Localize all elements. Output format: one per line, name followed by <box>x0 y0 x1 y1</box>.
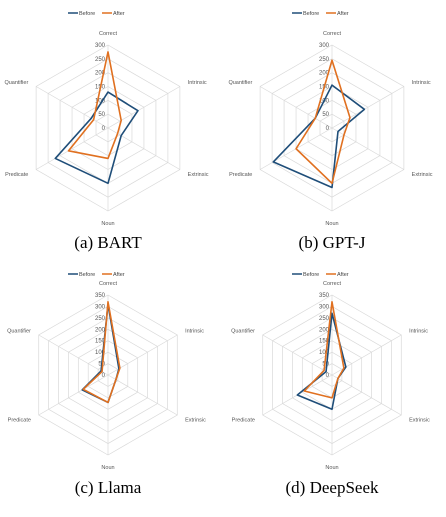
tick-label: 200 <box>319 327 330 333</box>
tick-label: 250 <box>95 57 106 63</box>
series-after-line <box>295 59 351 185</box>
tick-label: 250 <box>319 57 330 63</box>
subfigure-caption: (d) DeepSeek <box>286 478 379 497</box>
tick-label: 0 <box>102 126 106 132</box>
axis-label-noun: Noun <box>325 465 338 471</box>
subfigure-caption: (a) BART <box>74 233 142 252</box>
tick-label: 50 <box>98 112 105 118</box>
axis-label-noun: Noun <box>101 465 114 471</box>
tick-label: 150 <box>319 339 330 345</box>
radar-chart-3: 050100150200250300350CorrectIntrinsicExt… <box>7 272 206 497</box>
tick-label: 300 <box>95 43 106 49</box>
series-before-line <box>296 312 347 411</box>
tick-label: 100 <box>95 350 106 356</box>
tick-label: 200 <box>95 71 106 77</box>
tick-label: 200 <box>95 327 106 333</box>
legend-label-before: Before <box>303 272 319 278</box>
tick-label: 300 <box>319 304 330 310</box>
legend: Before After <box>292 11 349 17</box>
axis-label-intrinsic: Intrinsic <box>185 329 204 335</box>
radar-chart-4: 050100150200250300350CorrectIntrinsicExt… <box>231 272 430 497</box>
axis-spoke <box>331 86 405 129</box>
axis-label-correct: Correct <box>99 31 118 37</box>
subfigure-caption: (b) GPT-J <box>299 233 366 252</box>
axis-label-intrinsic: Intrinsic <box>412 80 431 86</box>
tick-label: 200 <box>319 71 330 77</box>
tick-label: 0 <box>326 126 330 132</box>
axis-label-quantifier: Quantifier <box>7 329 31 335</box>
axis-label-extrinsic: Extrinsic <box>185 418 206 424</box>
axis-label-noun: Noun <box>101 221 114 227</box>
axis-spoke <box>107 127 181 170</box>
tick-label: 0 <box>102 373 106 379</box>
legend-label-before: Before <box>303 11 319 17</box>
axis-label-predicate: Predicate <box>8 418 31 424</box>
axis-spoke <box>38 334 109 376</box>
tick-label: 150 <box>95 339 106 345</box>
tick-label: 250 <box>95 316 106 322</box>
legend-label-before: Before <box>79 272 95 278</box>
series-before-line <box>54 91 139 185</box>
axis-spoke <box>35 86 109 129</box>
legend: Before After <box>292 272 349 278</box>
tick-label: 250 <box>319 316 330 322</box>
axis-spoke <box>35 127 109 170</box>
legend: Before After <box>68 11 125 17</box>
radar-chart-1: 050100150200250300CorrectIntrinsicExtrin… <box>4 11 208 252</box>
axis-spoke <box>259 86 333 129</box>
axis-label-predicate: Predicate <box>5 172 28 178</box>
axis-spoke <box>331 374 402 416</box>
tick-label: 0 <box>326 373 330 379</box>
axis-label-predicate: Predicate <box>229 172 252 178</box>
series-after-line <box>67 51 122 160</box>
axis-label-correct: Correct <box>323 31 342 37</box>
axis-spoke <box>107 374 178 416</box>
axis-label-extrinsic: Extrinsic <box>409 418 430 424</box>
axis-label-correct: Correct <box>99 281 118 287</box>
axis-label-predicate: Predicate <box>232 418 255 424</box>
legend-label-before: Before <box>79 11 95 17</box>
series-after-line <box>303 301 345 399</box>
legend-label-after: After <box>337 272 349 278</box>
axis-spoke <box>107 86 181 129</box>
legend: Before After <box>68 272 125 278</box>
axis-label-intrinsic: Intrinsic <box>409 329 428 335</box>
tick-label: 50 <box>322 112 329 118</box>
axis-label-quantifier: Quantifier <box>231 329 255 335</box>
series-after-line <box>82 301 121 404</box>
tick-label: 100 <box>95 98 106 104</box>
legend-label-after: After <box>337 11 349 17</box>
tick-label: 300 <box>319 43 330 49</box>
subfigure-caption: (c) Llama <box>75 478 142 497</box>
axis-label-intrinsic: Intrinsic <box>188 80 207 86</box>
legend-label-after: After <box>113 11 125 17</box>
axis-label-correct: Correct <box>323 281 342 287</box>
axis-label-extrinsic: Extrinsic <box>188 172 209 178</box>
tick-label: 100 <box>319 350 330 356</box>
tick-label: 350 <box>95 293 106 299</box>
tick-label: 350 <box>319 293 330 299</box>
axis-label-quantifier: Quantifier <box>228 80 252 86</box>
axis-spoke <box>262 334 333 376</box>
axis-spoke <box>38 374 109 416</box>
axis-label-extrinsic: Extrinsic <box>412 172 433 178</box>
axis-label-quantifier: Quantifier <box>4 80 28 86</box>
legend-label-after: After <box>113 272 125 278</box>
radar-chart-2: 050100150200250300CorrectIntrinsicExtrin… <box>228 11 432 252</box>
axis-label-noun: Noun <box>325 221 338 227</box>
tick-label: 300 <box>95 304 106 310</box>
